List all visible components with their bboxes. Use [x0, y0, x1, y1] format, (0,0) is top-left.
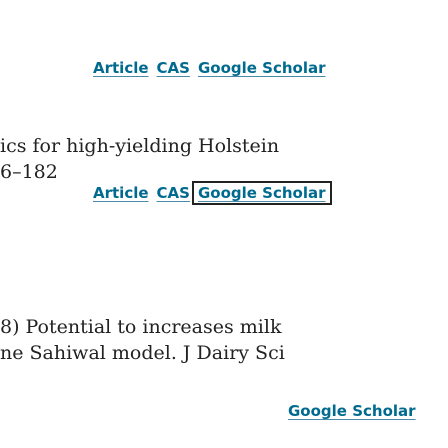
reference-links-top: Article CAS Google Scholar [93, 58, 334, 78]
citation-line: ne Sahiwal model. J Dairy Sci [0, 342, 285, 364]
reference-citation-2: 8) Potential to increases milk ne Sahiwa… [0, 314, 285, 366]
google-scholar-link[interactable]: Google Scholar [197, 59, 326, 77]
article-link[interactable]: Article [93, 59, 149, 77]
reference-links-1: Article CAS Google Scholar [93, 181, 338, 205]
citation-line: 8) Potential to increases milk [0, 316, 282, 338]
cas-link[interactable]: CAS [156, 59, 190, 77]
google-scholar-link[interactable]: Google Scholar [288, 402, 416, 420]
reference-links-2: Google Scholar [288, 401, 424, 421]
reference-citation-1: ics for high-yielding Holstein 6–182 [0, 133, 279, 185]
google-scholar-link-focused[interactable]: Google Scholar [191, 181, 332, 205]
citation-line: ics for high-yielding Holstein [0, 135, 280, 157]
article-link[interactable]: Article [93, 184, 149, 202]
cas-link[interactable]: CAS [156, 184, 190, 202]
citation-line: 6–182 [0, 161, 58, 183]
